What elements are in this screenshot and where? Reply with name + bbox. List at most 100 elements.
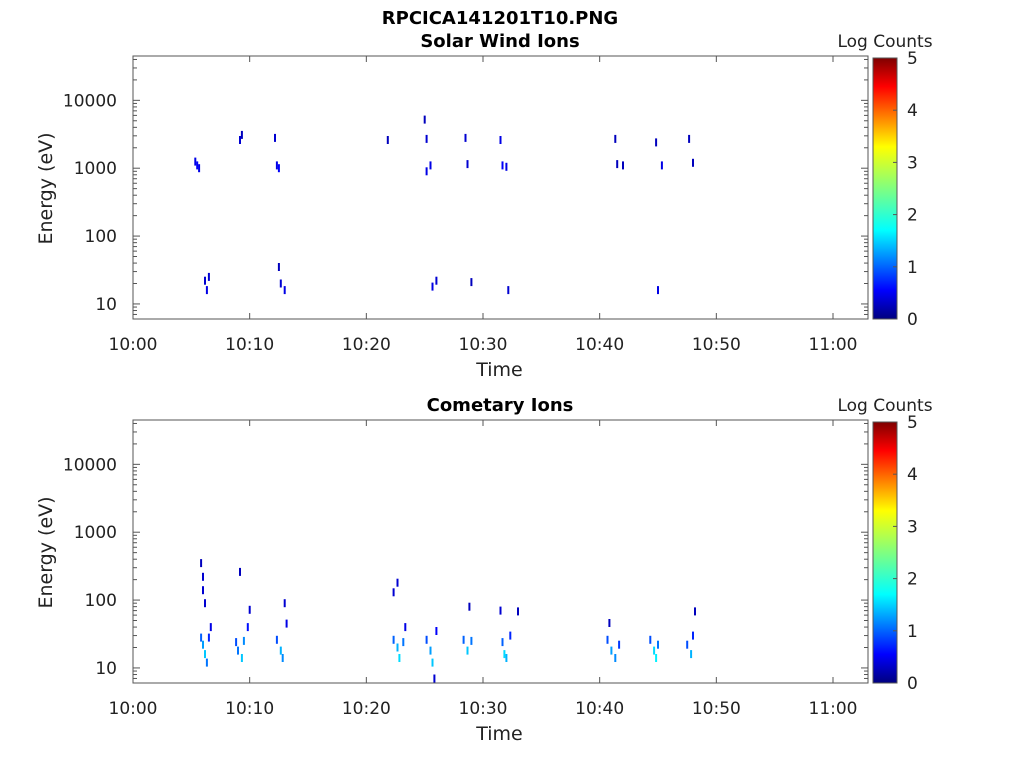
heatmap-cell [431,658,434,667]
colorbar-tick-label: 3 [907,153,918,173]
heatmap-cell [470,278,473,287]
heatmap-panel-0 [132,55,898,320]
colorbar [872,421,898,684]
x-tick-label: 11:00 [809,335,858,355]
heatmap-cell [429,161,432,170]
x-tick-label: 10:50 [692,335,741,355]
colorbar-tick-label: 1 [907,622,918,642]
y-tick-label: 100 [85,591,117,611]
heatmap-cell [402,638,405,647]
colorbar-tick-label: 2 [907,206,918,226]
panel-title-solar-wind: Solar Wind Ions [420,31,580,52]
x-tick-label: 10:40 [575,335,624,355]
colorbar-tick-label: 1 [907,258,918,278]
heatmap-cell [616,160,619,169]
heatmap-cell [503,650,506,659]
heatmap-cell [277,164,280,173]
heatmap-cell [517,607,519,616]
heatmap-cell [275,635,278,644]
plot-frame [132,419,869,684]
heatmap-cell [660,161,663,170]
heatmap-cell [235,638,238,647]
heatmap-cell [505,162,508,171]
x-tick-label: 10:30 [459,699,508,719]
y-tick-label: 1000 [74,523,117,543]
heatmap-cell [655,654,658,662]
heatmap-cell [509,631,512,640]
heatmap-cell [248,605,251,614]
heatmap-cell [501,638,504,647]
colorbar-tick-label: 4 [907,101,918,121]
panel-title-cometary: Cometary Ions [426,395,574,416]
x-axis-label: Time [475,723,523,745]
heatmap-cell [275,161,278,170]
heatmap-cell [692,631,694,640]
colorbar-label: Log Counts [837,396,932,416]
heatmap-cell [392,635,395,644]
heatmap-cell [205,658,208,667]
heatmap-cell [692,158,694,167]
heatmap-cell [466,160,469,169]
heatmap-cell [202,640,204,649]
colorbar-tick-label: 3 [907,517,918,537]
heatmap-cell [694,607,696,616]
heatmap-cell [209,623,212,632]
heatmap-cell [274,133,276,142]
x-tick-label: 10:00 [109,335,158,355]
colorbar [872,57,898,320]
colorbar-tick-label: 5 [907,49,918,69]
colorbar-tick-label: 0 [907,674,918,694]
heatmap-cell [200,559,203,568]
heatmap-panel-1 [132,419,898,684]
heatmap-cell [464,133,467,142]
heatmap-cell [423,115,426,124]
heatmap-cell [404,623,407,632]
heatmap-cell [610,646,613,655]
heatmap-cell [396,643,399,652]
heatmap-cell [425,635,428,644]
heatmap-cell [277,263,280,271]
heatmap-cell [240,654,243,662]
heatmap-cell [246,623,249,632]
heatmap-cell [688,134,691,143]
y-tick-label: 10 [95,659,117,679]
y-axis-label: Energy (eV) [35,132,57,244]
heatmap-cell [194,157,197,166]
heatmap-cell [606,635,609,644]
x-tick-label: 10:50 [692,699,741,719]
heatmap-cell [653,646,656,655]
plot-frame [132,55,869,320]
heatmap-cell [499,136,502,144]
y-axis-label: Energy (eV) [35,496,57,608]
heatmap-cell [429,646,432,655]
heatmap-cell [431,282,434,291]
heatmap-cell [622,161,624,170]
colorbar-tick-label: 2 [907,570,918,590]
heatmap-cell [501,161,504,170]
heatmap-cell [279,646,282,655]
heatmap-cell [237,646,239,655]
x-tick-label: 10:10 [225,699,274,719]
heatmap-cell [196,161,199,170]
heatmap-cell [240,130,243,139]
heatmap-cell [435,627,438,635]
heatmap-cell [285,619,288,628]
heatmap-cell [608,619,611,627]
figure-title: RPCICA141201T10.PNG [381,8,619,29]
heatmap-cell [686,640,689,649]
heatmap-cell [283,599,286,608]
x-tick-label: 10:00 [109,699,158,719]
heatmap-cell [242,636,245,645]
heatmap-cell [202,586,204,595]
heatmap-cell [283,286,286,295]
heatmap-cell [614,134,617,143]
colorbar-tick-label: 0 [907,310,918,330]
heatmap-cell [468,602,471,611]
heatmap-cell [690,650,693,659]
heatmap-cell [204,276,206,285]
heatmap-cell [435,276,438,285]
heatmap-cell [205,286,208,295]
heatmap-cell [207,272,210,281]
heatmap-cell [618,640,621,649]
